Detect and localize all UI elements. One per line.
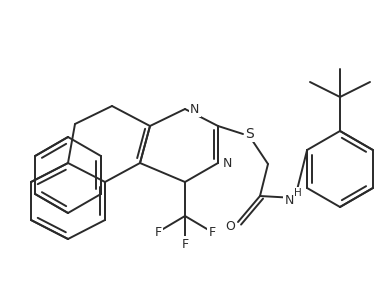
Text: H: H [294,188,302,198]
Text: O: O [225,220,235,233]
Text: N: N [285,195,294,208]
Text: N: N [190,103,200,116]
Text: F: F [154,225,161,238]
Text: F: F [209,225,216,238]
Text: S: S [245,127,254,141]
Text: F: F [181,238,189,250]
Text: N: N [223,156,232,170]
